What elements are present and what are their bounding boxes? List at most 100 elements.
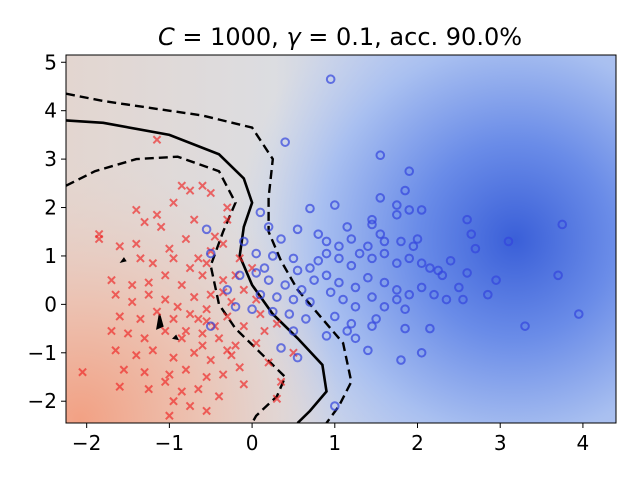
data-point-class-neg (210, 232, 220, 241)
data-point-class-pos (363, 272, 373, 283)
chart-title: C = 1000, γ = 0.1, acc. 90.0% (158, 23, 522, 51)
data-point-class-pos (400, 304, 410, 315)
data-point-class-neg (222, 215, 232, 224)
data-point-class-pos (462, 268, 472, 278)
data-point-class-pos (321, 248, 332, 259)
data-point-class-pos (230, 301, 241, 312)
data-point-class-pos (329, 401, 340, 411)
data-point-class-neg (169, 396, 178, 406)
data-point-class-pos (573, 309, 584, 319)
data-point-class-neg (189, 348, 199, 358)
boundary-island (156, 313, 164, 330)
data-point-class-pos (259, 263, 270, 273)
data-point-class-neg (198, 271, 207, 280)
data-point-class-neg (165, 411, 174, 421)
data-point-class-neg (189, 215, 199, 224)
x-tick-label: 2 (411, 431, 424, 455)
data-point-class-pos (280, 280, 290, 290)
data-point-class-neg (218, 370, 228, 379)
data-point-class-neg (185, 263, 195, 273)
data-point-class-neg (239, 321, 249, 331)
data-point-class-pos (329, 200, 340, 210)
data-point-class-pos (251, 248, 262, 259)
data-point-class-neg (251, 338, 261, 348)
data-point-class-neg (189, 292, 199, 302)
data-point-class-neg (194, 314, 203, 324)
x-tick-label: 3 (494, 431, 507, 455)
data-point-class-pos (334, 277, 344, 288)
y-tick-label: 0 (44, 292, 57, 316)
data-point-class-neg (202, 258, 211, 268)
data-point-class-neg (115, 312, 125, 321)
data-point-class-pos (425, 323, 435, 334)
data-point-class-pos (247, 304, 257, 315)
data-point-class-pos (371, 314, 381, 324)
data-point-class-neg (222, 346, 232, 355)
data-point-class-neg (214, 392, 224, 401)
data-point-class-neg (206, 355, 216, 365)
data-point-class-neg (185, 309, 195, 319)
data-point-class-neg (115, 241, 125, 251)
x-tick-label: 1 (328, 431, 341, 455)
axes-layer: −2 −1 0 1 2 3 4 −2 −1 0 1 2 3 4 5 (28, 50, 590, 455)
data-point-class-neg (94, 234, 104, 244)
data-point-class-neg (107, 326, 116, 336)
data-point-class-neg (107, 275, 116, 285)
data-point-class-pos (321, 331, 332, 341)
data-point-class-neg (148, 258, 158, 268)
data-point-class-pos (441, 294, 452, 305)
data-point-class-pos (367, 219, 377, 230)
data-point-class-pos (520, 321, 530, 331)
data-point-class-neg (165, 370, 174, 379)
data-point-class-pos (288, 253, 299, 264)
data-point-class-pos (239, 236, 249, 247)
data-point-class-pos (375, 193, 386, 203)
plot-area (66, 55, 616, 423)
data-point-class-pos (367, 321, 377, 331)
data-point-class-pos (392, 285, 402, 295)
data-point-class-pos (263, 275, 274, 285)
data-point-class-pos (350, 333, 361, 344)
data-point-class-neg (169, 314, 178, 324)
data-point-class-pos (425, 263, 435, 273)
data-point-class-pos (350, 282, 361, 293)
data-point-class-pos (396, 236, 406, 247)
y-tick-label: 4 (44, 99, 57, 123)
data-point-class-pos (379, 236, 390, 247)
data-point-class-pos (404, 253, 415, 264)
data-point-class-neg (160, 271, 170, 280)
data-point-class-neg (177, 333, 187, 343)
data-point-class-neg (239, 285, 249, 295)
data-point-class-neg (152, 210, 162, 220)
x-tick-label: 0 (246, 431, 259, 455)
data-point-class-neg (198, 329, 207, 338)
data-point-class-pos (379, 277, 390, 288)
data-point-class-pos (201, 224, 212, 235)
data-point-class-pos (408, 241, 419, 252)
y-tick-label: 1 (44, 244, 57, 268)
data-point-class-pos (280, 137, 290, 147)
data-point-class-neg (206, 188, 216, 198)
data-point-class-neg (202, 406, 211, 416)
data-point-class-pos (392, 258, 402, 269)
data-point-class-pos (470, 243, 481, 254)
data-point-class-pos (354, 248, 365, 259)
data-point-class-neg (181, 365, 191, 375)
data-point-class-neg (202, 372, 211, 382)
data-point-class-pos (251, 268, 262, 278)
data-point-class-pos (375, 150, 386, 161)
boundary-island (171, 334, 180, 341)
data-point-class-pos (234, 270, 245, 281)
data-point-class-pos (292, 265, 303, 276)
data-point-class-neg (131, 239, 141, 249)
data-point-class-pos (334, 253, 344, 264)
data-point-class-pos (350, 301, 361, 312)
data-point-class-neg (111, 346, 120, 355)
x-tick-label: −2 (72, 431, 101, 455)
data-point-class-neg (140, 333, 149, 343)
data-point-class-pos (491, 275, 501, 285)
data-point-class-pos (325, 287, 336, 298)
data-point-class-neg (194, 384, 203, 394)
data-point-class-pos (276, 343, 286, 353)
